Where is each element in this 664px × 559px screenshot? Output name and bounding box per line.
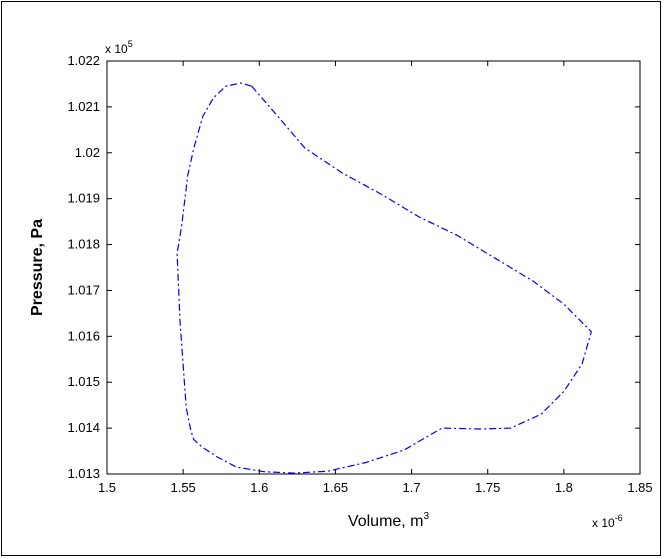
x-tick-label: 1.8 <box>555 480 573 495</box>
y-axis-label: Pressure, Pa <box>29 219 46 316</box>
series-group <box>177 83 591 473</box>
x-axis-multiplier: x 10-6 <box>592 513 623 530</box>
x-multiplier-base: x 10 <box>592 516 615 530</box>
x-tick-label: 1.85 <box>627 480 652 495</box>
y-tick-label: 1.022 <box>67 53 100 68</box>
y-multiplier-base: x 10 <box>105 42 128 56</box>
x-tick-label: 1.5 <box>98 480 116 495</box>
x-tick-label: 1.55 <box>170 480 195 495</box>
y-tick-label: 1.015 <box>67 374 100 389</box>
x-tick-label: 1.65 <box>323 480 348 495</box>
y-tick-label: 1.018 <box>67 237 100 252</box>
x-multiplier-exponent: -6 <box>615 513 623 523</box>
y-tick-label: 1.02 <box>75 145 100 160</box>
x-tick-label: 1.6 <box>250 480 268 495</box>
y-tick-label: 1.021 <box>67 99 100 114</box>
y-tick-label: 1.019 <box>67 191 100 206</box>
y-axis-multiplier: x 105 <box>105 39 133 56</box>
x-axis-label-text: Volume, m <box>348 513 424 530</box>
y-multiplier-exponent: 5 <box>128 39 133 49</box>
x-tick-label: 1.75 <box>475 480 500 495</box>
y-tick-label: 1.013 <box>67 466 100 481</box>
y-tick-label: 1.016 <box>67 328 100 343</box>
y-tick-label: 1.017 <box>67 282 100 297</box>
y-tick-label: 1.014 <box>67 420 100 435</box>
x-axis-ticks: 1.5 1.55 1.6 1.65 1.7 1.75 1.8 1.85 <box>98 61 653 495</box>
x-axis-label-superscript: 3 <box>424 511 430 522</box>
x-axis-label: Volume, m3 <box>348 511 430 530</box>
x-tick-label: 1.7 <box>403 480 421 495</box>
y-axis-ticks: 1.0131.0141.0151.0161.0171.0181.0191.021… <box>67 53 640 481</box>
pv-loop-series <box>177 83 591 473</box>
